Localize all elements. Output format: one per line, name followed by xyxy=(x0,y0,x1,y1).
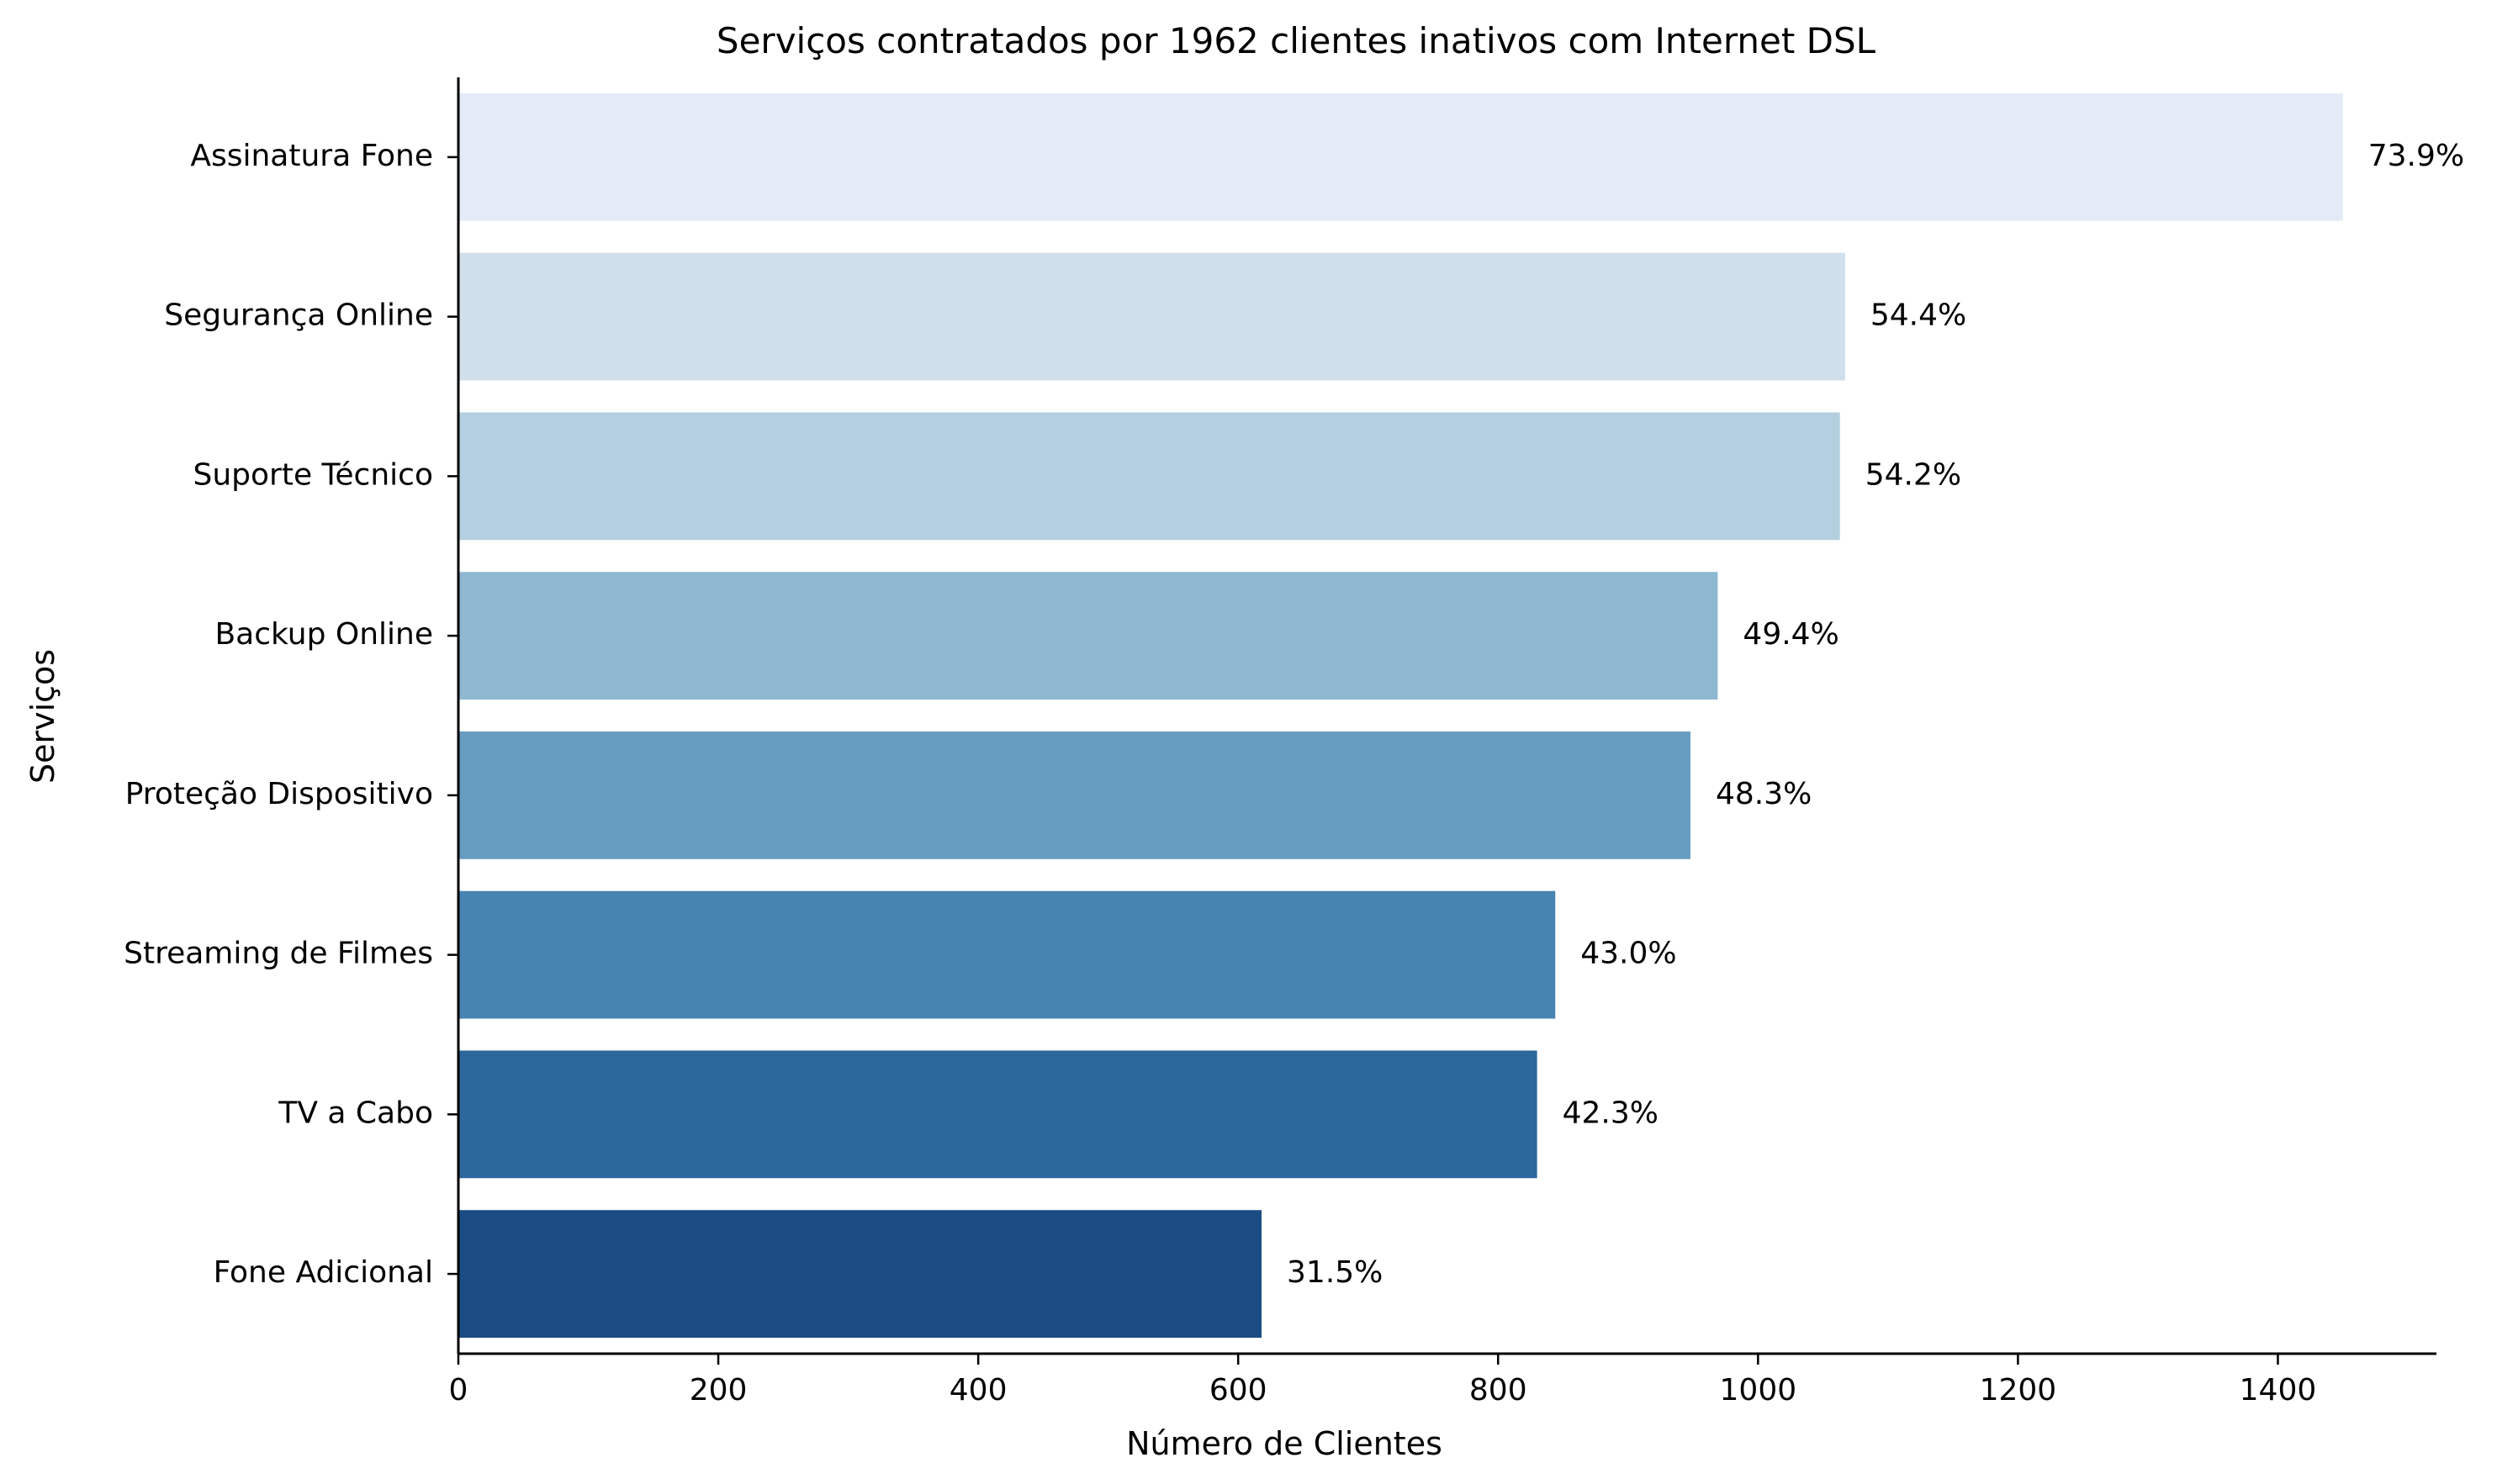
bar-0 xyxy=(458,92,2343,221)
category-label-2: Suporte Técnico xyxy=(193,457,433,492)
x-tick-label-4: 800 xyxy=(1469,1373,1527,1407)
y-axis-title: Serviços xyxy=(24,649,61,784)
category-label-4: Proteção Dispositivo xyxy=(125,777,433,811)
bar-2 xyxy=(458,412,1840,541)
bar-4 xyxy=(458,731,1690,859)
bar-1 xyxy=(458,252,1845,381)
category-label-0: Assinatura Fone xyxy=(190,139,433,173)
category-label-6: TV a Cabo xyxy=(278,1096,433,1130)
bar-7 xyxy=(458,1210,1262,1339)
bar-value-label-3: 49.4% xyxy=(1743,617,1838,652)
x-tick-label-7: 1400 xyxy=(2240,1373,2317,1407)
bars-group xyxy=(458,92,2343,1339)
bar-value-label-1: 54.4% xyxy=(1870,298,1966,333)
value-labels-group: 73.9% 54.4% 54.2% 49.4% 48.3% 43.0% 42.3% 31.5% xyxy=(1287,139,2464,1290)
category-label-7: Fone Adicional xyxy=(214,1255,433,1290)
y-axis: Assinatura Fone Segurança Online Suporte T… xyxy=(124,77,460,1354)
bar-value-label-4: 48.3% xyxy=(1716,777,1812,811)
category-label-5: Streaming de Filmes xyxy=(124,937,433,971)
category-label-1: Segurança Online xyxy=(164,298,433,333)
chart-title: Serviços contratados por 1962 clientes i… xyxy=(717,20,1876,61)
x-tick-label-3: 600 xyxy=(1209,1373,1267,1407)
bar-value-label-5: 43.0% xyxy=(1580,937,1676,971)
x-tick-label-6: 1200 xyxy=(1980,1373,2057,1407)
bar-6 xyxy=(458,1050,1537,1179)
bar-3 xyxy=(458,572,1718,700)
bar-value-label-6: 42.3% xyxy=(1563,1096,1658,1130)
x-axis-title: Número de Clientes xyxy=(1126,1425,1442,1462)
bar-5 xyxy=(458,890,1556,1019)
bar-value-label-0: 73.9% xyxy=(2368,139,2464,173)
x-tick-label-1: 200 xyxy=(690,1373,748,1407)
bar-value-label-2: 54.2% xyxy=(1865,457,1961,492)
x-tick-label-0: 0 xyxy=(449,1373,468,1407)
category-label-3: Backup Online xyxy=(214,617,433,652)
x-tick-label-2: 400 xyxy=(950,1373,1008,1407)
x-tick-label-5: 1000 xyxy=(1720,1373,1797,1407)
bar-value-label-7: 31.5% xyxy=(1287,1255,1383,1290)
x-axis: 0 200 400 600 800 1000 1200 1400 xyxy=(449,1352,2436,1407)
